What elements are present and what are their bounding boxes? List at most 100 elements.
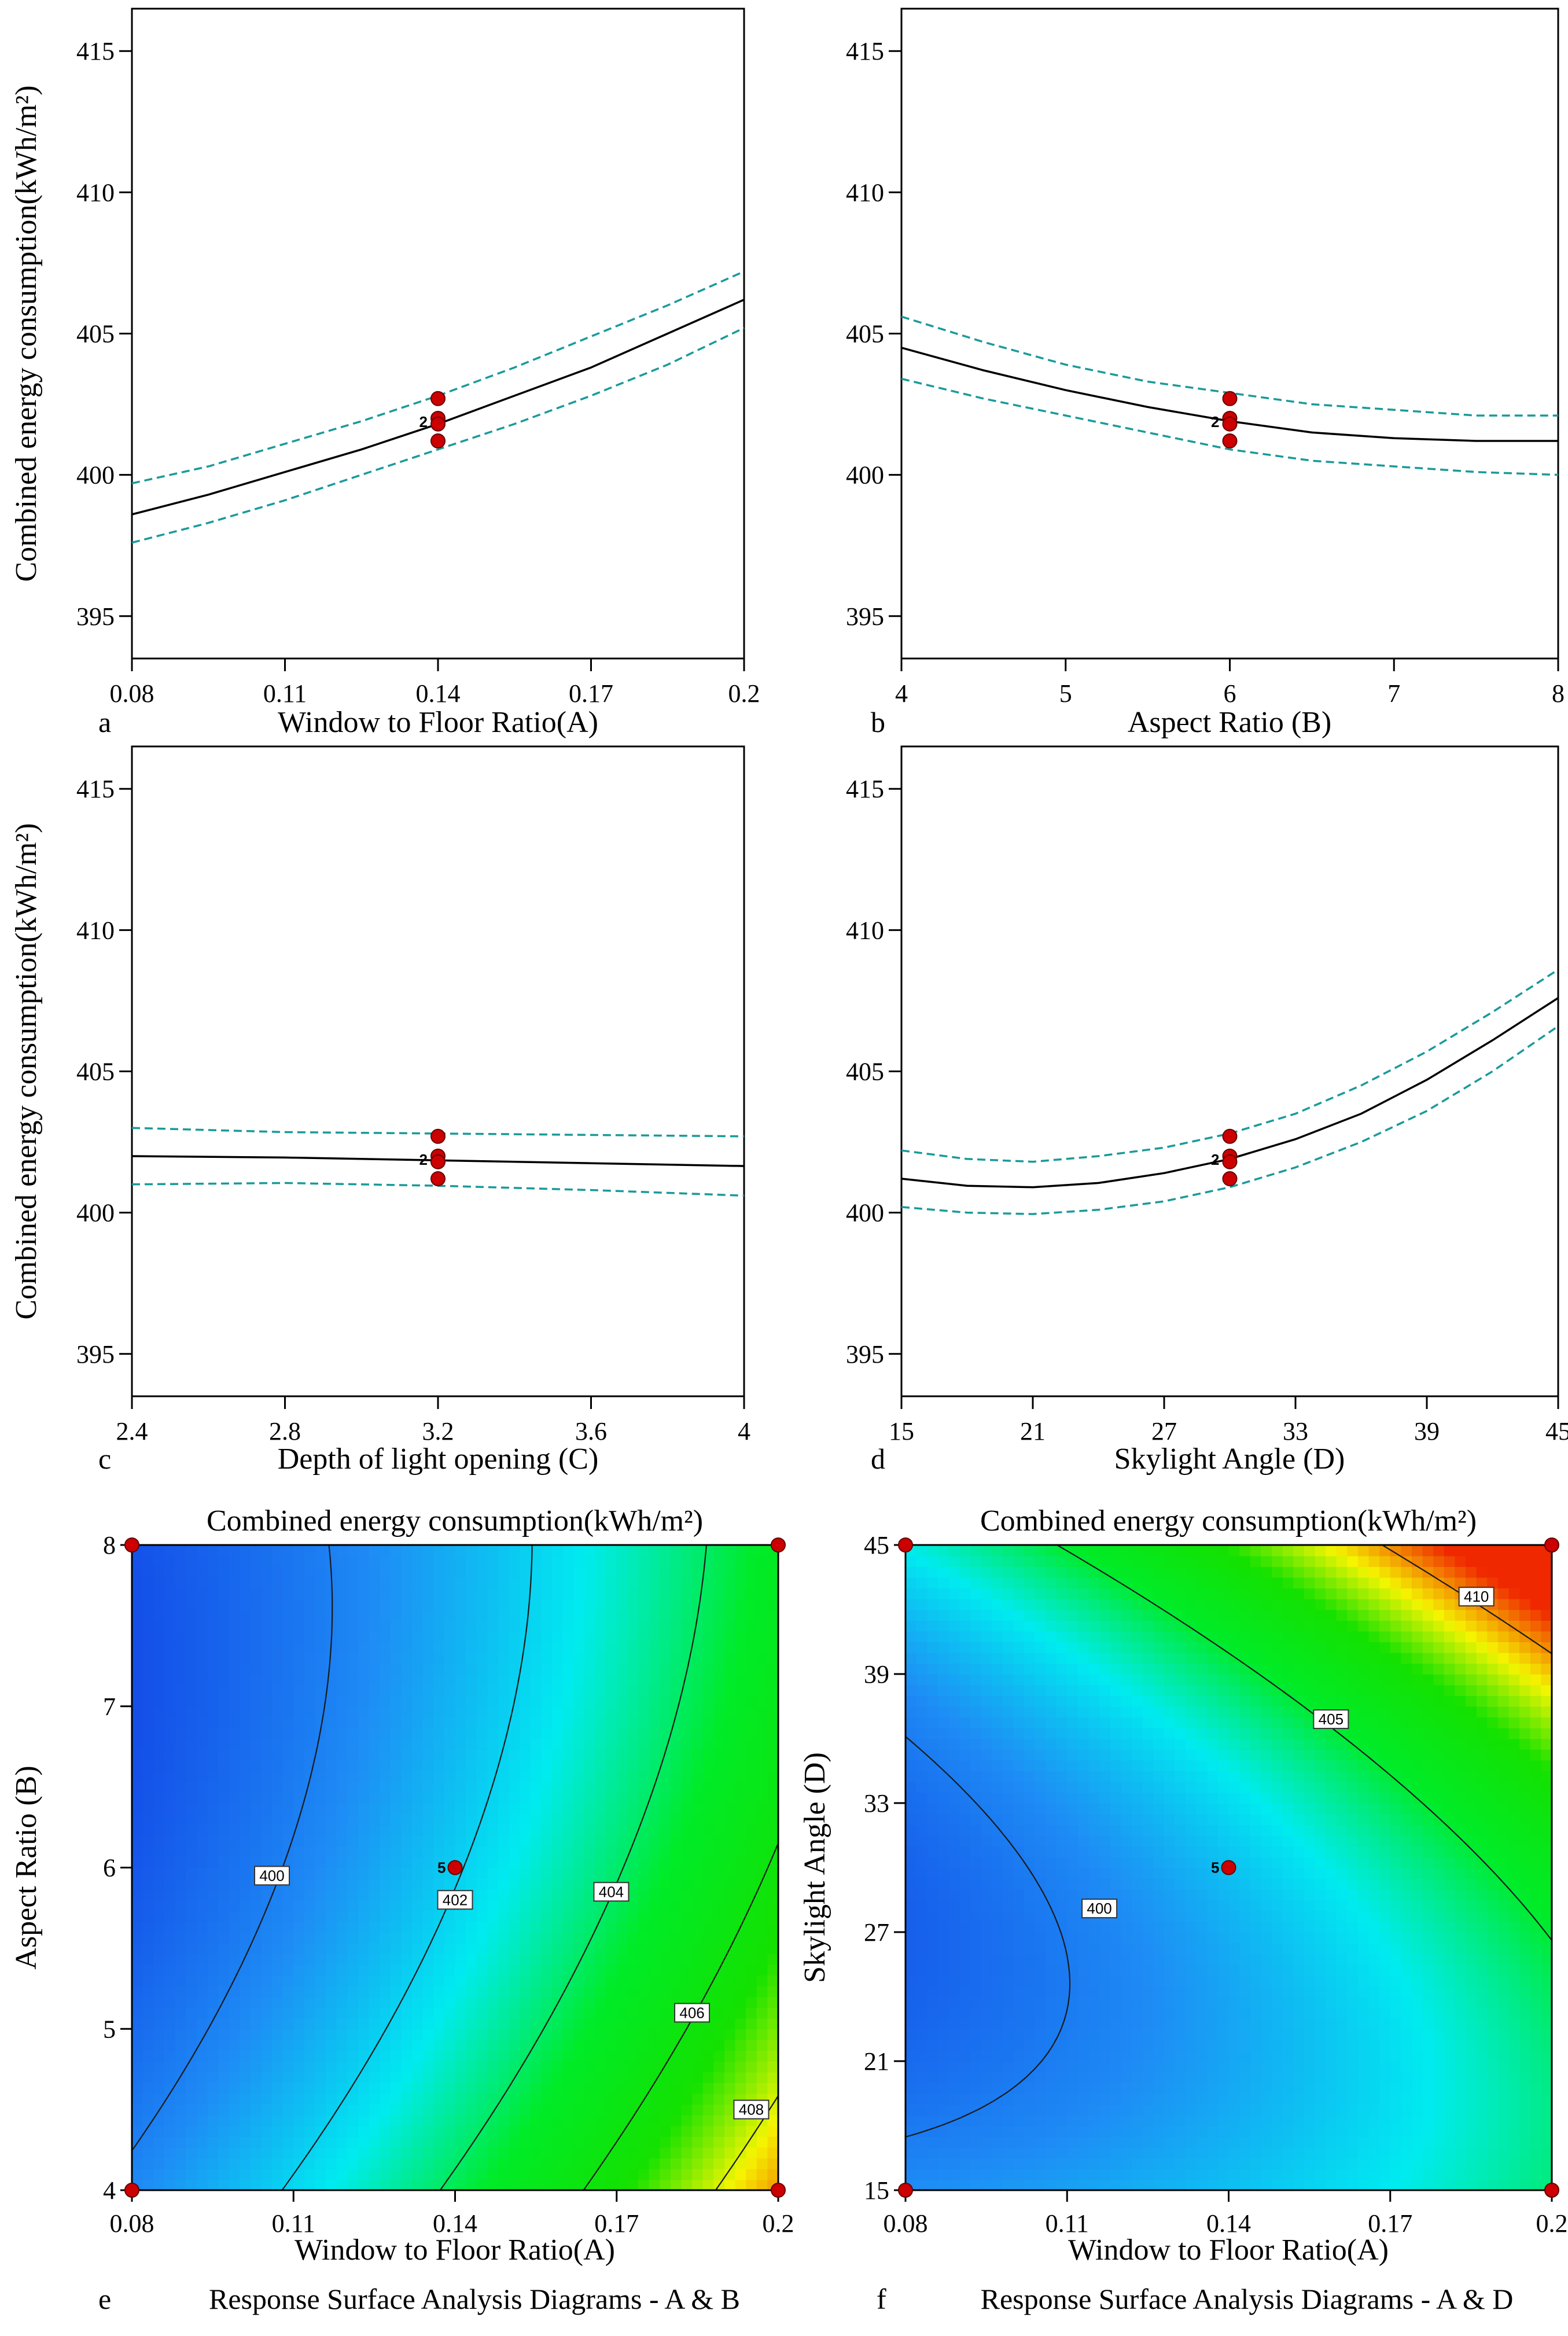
heatmap-cell xyxy=(293,2083,305,2094)
heatmap-cell xyxy=(562,1835,575,1847)
heatmap-cell xyxy=(261,2050,273,2062)
heatmap-cell xyxy=(702,2029,715,2040)
heatmap-cell xyxy=(1250,2007,1262,2019)
heatmap-cell xyxy=(1002,2050,1014,2062)
heatmap-cell xyxy=(1142,1996,1154,2008)
heatmap-cell xyxy=(444,1813,456,1825)
heatmap-cell xyxy=(476,1943,488,1954)
heatmap-cell xyxy=(552,1695,564,1707)
heatmap-cell xyxy=(358,1631,370,1643)
heatmap-cell xyxy=(272,1771,284,1782)
heatmap-cell xyxy=(369,1856,380,1868)
heatmap-cell xyxy=(1508,2072,1520,2083)
heatmap-cell xyxy=(660,1545,671,1557)
heatmap-cell xyxy=(1046,2168,1057,2180)
heatmap-cell xyxy=(638,2018,650,2030)
heatmap-cell xyxy=(422,2083,435,2094)
heatmap-cell xyxy=(293,2168,305,2180)
heatmap-cell xyxy=(1067,2125,1079,2137)
heatmap-cell xyxy=(282,2029,295,2040)
heatmap-cell xyxy=(670,1620,682,1632)
contour-line-408 xyxy=(715,2095,779,2191)
heatmap-cell xyxy=(530,2050,542,2062)
heatmap-cell xyxy=(455,1835,466,1847)
heatmap-cell xyxy=(240,2114,251,2127)
heatmap-cell xyxy=(692,1555,704,1567)
heatmap-cell xyxy=(767,1867,779,1879)
heatmap-cell xyxy=(498,1663,510,1675)
heatmap-cell xyxy=(702,1749,715,1761)
heatmap-cell xyxy=(1024,2158,1036,2169)
heatmap-cell xyxy=(132,1588,143,1599)
heatmap-cell xyxy=(1164,1975,1176,1986)
heatmap-cell xyxy=(261,1642,273,1653)
heatmap-cell xyxy=(380,1964,391,1976)
heatmap-cell xyxy=(638,2029,650,2040)
heatmap-cell xyxy=(433,1566,445,1578)
heatmap-cell xyxy=(455,1738,466,1750)
heatmap-cell xyxy=(250,2136,262,2148)
heatmap-cell xyxy=(584,1771,596,1782)
heatmap-cell xyxy=(1186,1996,1197,2008)
heatmap-cell xyxy=(1261,2104,1272,2116)
heatmap-cell xyxy=(164,1985,176,1997)
heatmap-cell xyxy=(422,1749,435,1761)
heatmap-cell xyxy=(681,1975,693,1986)
heatmap-cell xyxy=(713,1856,725,1868)
heatmap-cell xyxy=(767,1674,779,1686)
heatmap-cell xyxy=(186,1846,197,1857)
heatmap-cell xyxy=(282,2018,295,2030)
heatmap-cell xyxy=(713,1652,725,1664)
heatmap-cell xyxy=(1239,2007,1251,2019)
heatmap-cell xyxy=(627,1803,639,1815)
heatmap-cell xyxy=(1142,2083,1154,2094)
heatmap-cell xyxy=(347,1555,359,1567)
heatmap-cell xyxy=(336,1781,348,1793)
heatmap-cell xyxy=(756,1835,768,1847)
heatmap-cell xyxy=(466,2104,477,2116)
heatmap-cell xyxy=(616,1996,628,2008)
heatmap-cell xyxy=(142,2039,154,2051)
heatmap-cell xyxy=(906,2147,917,2159)
heatmap-cell xyxy=(1035,2050,1046,2062)
heatmap-cell xyxy=(164,1792,176,1804)
heatmap-cell xyxy=(1164,2039,1176,2051)
heatmap-cell xyxy=(304,2072,316,2083)
heatmap-cell xyxy=(422,1695,435,1707)
heatmap-cell xyxy=(1175,2125,1186,2137)
heatmap-cell xyxy=(735,1878,746,1890)
heatmap-cell xyxy=(1379,2007,1391,2019)
heatmap-cell xyxy=(369,1921,380,1933)
heatmap-cell xyxy=(584,1954,596,1965)
heatmap-cell xyxy=(713,2072,725,2083)
heatmap-cell xyxy=(1261,2179,1272,2191)
plot-frame xyxy=(131,8,745,660)
heatmap-cell xyxy=(1035,1985,1046,1997)
heatmap-cell xyxy=(1207,1985,1219,1997)
heatmap-cell xyxy=(186,1921,197,1933)
heatmap-cell xyxy=(186,1889,197,1901)
heatmap-cell xyxy=(937,2061,949,2073)
heatmap-cell xyxy=(1196,2104,1208,2116)
heatmap-cell xyxy=(369,1889,380,1901)
heatmap-cell xyxy=(541,1620,553,1632)
heatmap-cell xyxy=(735,2158,746,2169)
heatmap-cell xyxy=(282,1631,295,1643)
heatmap-cell xyxy=(272,1598,284,1610)
heatmap-cell xyxy=(1444,2039,1456,2051)
heatmap-cell xyxy=(735,1727,746,1739)
heatmap-cell xyxy=(1541,2050,1552,2062)
heatmap-cell xyxy=(207,1760,219,1772)
heatmap-cell xyxy=(552,1943,564,1954)
heatmap-cell xyxy=(713,1910,725,1922)
heatmap-cell xyxy=(552,1856,564,1868)
heatmap-cell xyxy=(380,2061,391,2073)
heatmap-cell xyxy=(509,1813,520,1825)
heatmap-cell xyxy=(520,1642,531,1653)
heatmap-cell xyxy=(746,1674,757,1686)
heatmap-cell xyxy=(1002,2136,1014,2148)
heatmap-cell xyxy=(509,1738,520,1750)
heatmap-cell xyxy=(153,1975,165,1986)
heatmap-cell xyxy=(304,2136,316,2148)
